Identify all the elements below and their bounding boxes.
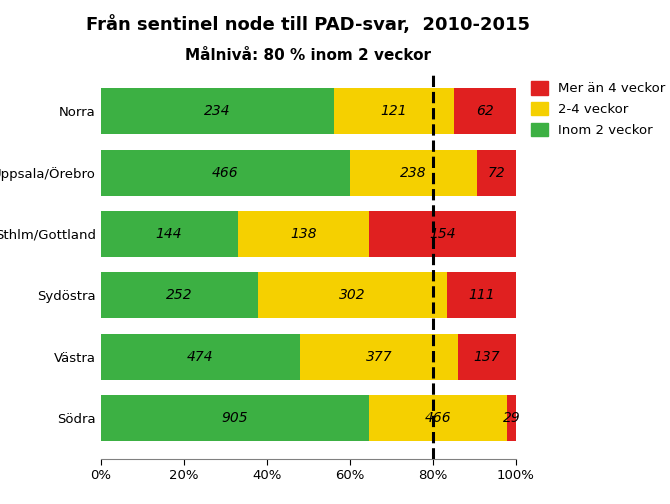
Text: 121: 121 (381, 104, 407, 118)
Text: 29: 29 (502, 411, 521, 425)
Bar (100, 272, 258, 319)
Bar (507, 395, 516, 441)
Text: Från sentinel node till PAD-svar,  2010-2015: Från sentinel node till PAD-svar, 2010-2… (86, 15, 530, 34)
Bar (238, 211, 369, 257)
Bar (334, 88, 454, 134)
Bar (100, 395, 369, 441)
Text: 111: 111 (468, 288, 494, 302)
Text: 138: 138 (290, 227, 317, 241)
Bar (100, 211, 238, 257)
Bar (458, 334, 516, 380)
Text: 154: 154 (429, 227, 456, 241)
Text: 474: 474 (187, 350, 214, 363)
Text: 252: 252 (166, 288, 192, 302)
Text: 72: 72 (488, 166, 505, 179)
Bar (350, 150, 477, 196)
Bar (477, 150, 516, 196)
Bar (100, 150, 350, 196)
Text: Målnivå: 80 % inom 2 veckor: Målnivå: 80 % inom 2 veckor (185, 48, 431, 63)
Bar (299, 334, 458, 380)
Text: 466: 466 (212, 166, 239, 179)
Text: 466: 466 (425, 411, 452, 425)
Bar (369, 211, 516, 257)
Text: 62: 62 (476, 104, 494, 118)
Bar (454, 88, 516, 134)
Text: 144: 144 (156, 227, 182, 241)
Bar (100, 334, 299, 380)
Text: 905: 905 (222, 411, 248, 425)
Bar (369, 395, 507, 441)
Bar (100, 88, 334, 134)
Text: 238: 238 (401, 166, 427, 179)
Text: 302: 302 (339, 288, 366, 302)
Legend: Mer än 4 veckor, 2-4 veckor, Inom 2 veckor: Mer än 4 veckor, 2-4 veckor, Inom 2 veck… (527, 77, 669, 141)
Text: 377: 377 (366, 350, 393, 363)
Text: 137: 137 (474, 350, 500, 363)
Bar (447, 272, 516, 319)
Bar (258, 272, 447, 319)
Text: 234: 234 (204, 104, 230, 118)
